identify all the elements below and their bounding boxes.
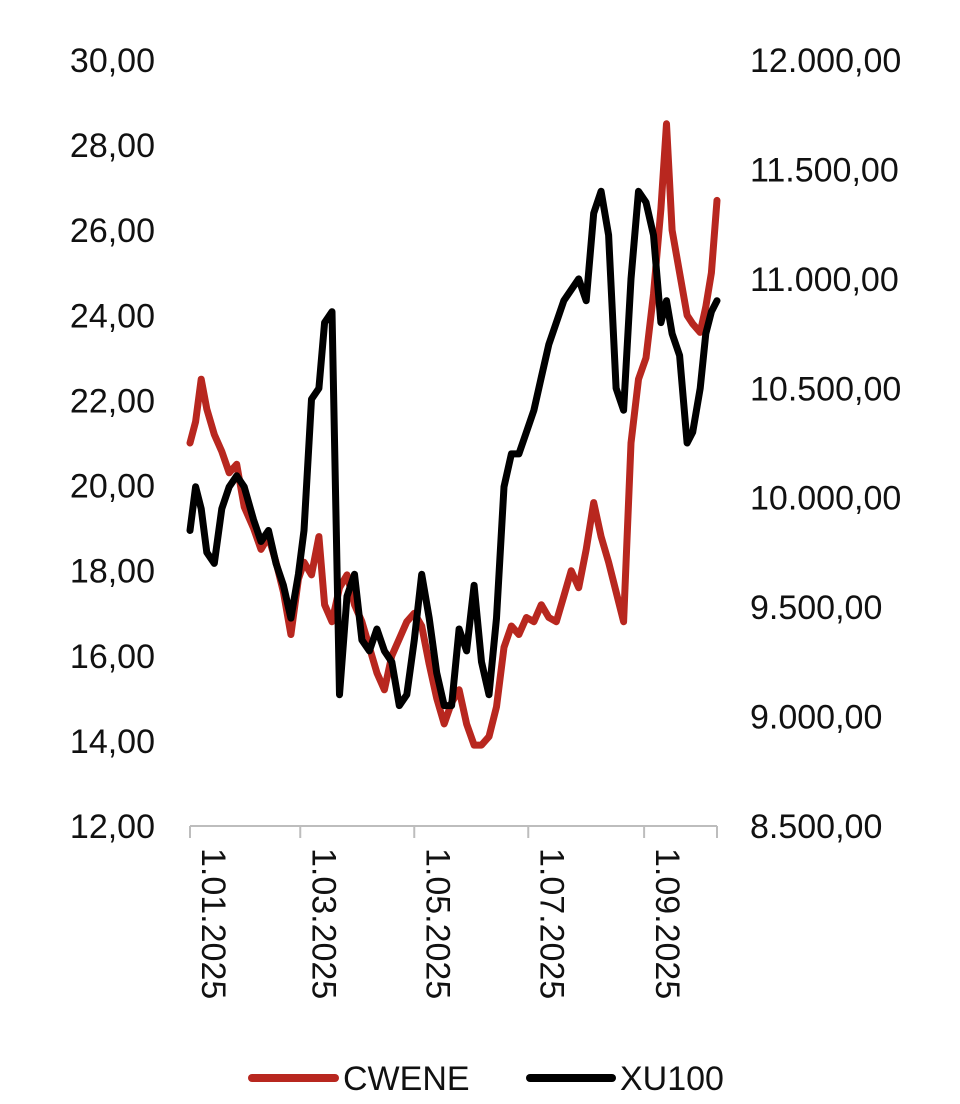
series-layer — [186, 120, 721, 749]
left-y-tick-label: 24,00 — [70, 297, 155, 335]
left-y-tick-label: 18,00 — [70, 553, 155, 591]
right-y-axis: 8.500,00 9.000,00 9.500,00 10.000,00 10.500,… — [750, 42, 901, 846]
right-y-tick-label: 12.000,00 — [750, 42, 901, 80]
left-y-tick-label: 22,00 — [70, 382, 155, 420]
series-line-xu100 — [186, 187, 721, 710]
left-y-tick-label: 30,00 — [70, 42, 155, 80]
left-y-tick-label: 28,00 — [70, 127, 155, 165]
legend-label-xu100: XU100 — [620, 1060, 724, 1098]
x-tick-label: 1.05.2025 — [418, 848, 456, 999]
right-y-tick-label: 9.500,00 — [750, 589, 882, 627]
legend-label-cwene: CWENE — [343, 1060, 470, 1098]
x-tick-label: 1.07.2025 — [532, 848, 570, 999]
right-y-tick-label: 11.500,00 — [750, 151, 899, 189]
right-y-tick-label: 8.500,00 — [750, 808, 882, 846]
x-tick-label: 1.09.2025 — [648, 848, 686, 999]
x-tick-label: 1.03.2025 — [304, 848, 342, 999]
left-y-tick-label: 12,00 — [70, 808, 155, 846]
left-y-tick-label: 20,00 — [70, 468, 155, 506]
x-tick-label: 1.01.2025 — [194, 848, 232, 999]
left-y-tick-label: 14,00 — [70, 723, 155, 761]
right-y-tick-label: 11.000,00 — [750, 261, 899, 299]
right-y-tick-label: 10.000,00 — [750, 480, 901, 518]
right-y-tick-label: 9.000,00 — [750, 699, 882, 737]
left-y-tick-label: 26,00 — [70, 212, 155, 250]
left-y-axis: 12,00 14,00 16,00 18,00 20,00 22,00 24,00 26,00… — [70, 42, 155, 846]
right-y-tick-label: 10.500,00 — [750, 370, 901, 408]
legend: CWENE XU100 — [248, 1060, 724, 1098]
x-axis: 1.01.2025 1.03.2025 1.05.2025 1.07.2025 1.09… — [189, 825, 718, 999]
left-y-tick-label: 16,00 — [70, 638, 155, 676]
